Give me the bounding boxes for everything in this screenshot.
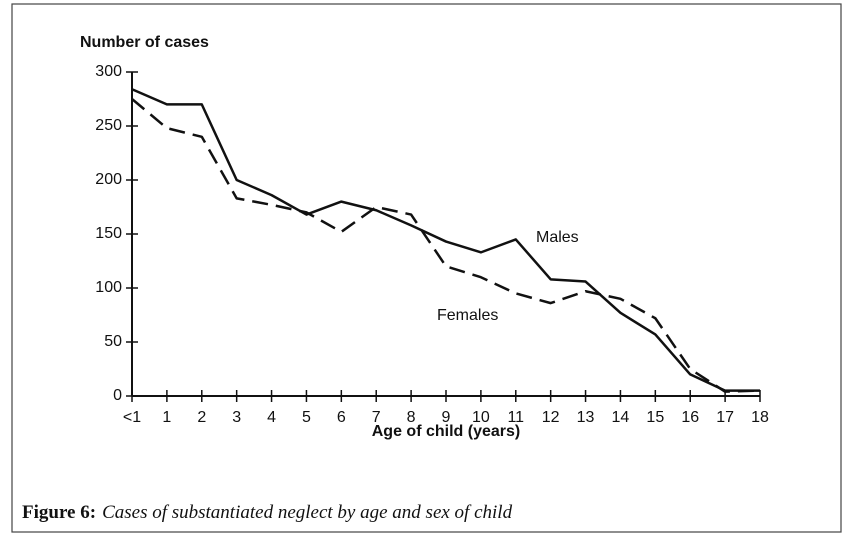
series-label: Females — [437, 307, 498, 324]
y-tick-label: 100 — [95, 279, 122, 296]
x-tick-label: 8 — [407, 409, 416, 426]
x-tick-label: 17 — [716, 409, 734, 426]
y-tick-label: 50 — [104, 333, 122, 350]
data-line — [131, 88, 760, 392]
x-tick-label: 6 — [337, 409, 346, 426]
x-tick-label: 12 — [542, 409, 560, 426]
y-axis-title: Number of cases — [80, 34, 209, 51]
x-tick-label: 13 — [577, 409, 595, 426]
x-tick-label: 16 — [681, 409, 699, 426]
y-tick-label: 0 — [113, 387, 122, 404]
x-tick-label: 2 — [197, 409, 206, 426]
x-tick-label: 5 — [302, 409, 311, 426]
x-tick-label: 14 — [612, 409, 630, 426]
caption-label: Figure 6: — [22, 502, 96, 523]
x-tick-label: 1 — [162, 409, 171, 426]
data-line — [131, 98, 761, 393]
x-tick-label: 7 — [372, 409, 381, 426]
x-axis-title: Age of child (years) — [372, 423, 520, 440]
x-tick-label: 15 — [646, 409, 664, 426]
y-tick-label: 250 — [95, 117, 122, 134]
x-tick-label: 10 — [472, 409, 490, 426]
x-tick-label: 11 — [507, 409, 524, 426]
y-tick-label: 150 — [95, 225, 122, 242]
x-tick-label: <1 — [123, 409, 141, 426]
y-tick-label: 300 — [95, 63, 122, 80]
x-tick-label: 9 — [442, 409, 451, 426]
caption-text: Cases of substantiated neglect by age an… — [102, 502, 513, 523]
x-tick-label: 3 — [232, 409, 241, 426]
series-label: Males — [536, 229, 579, 246]
x-tick-label: 4 — [267, 409, 276, 426]
y-tick-label: 200 — [95, 171, 122, 188]
frame — [11, 3, 842, 533]
x-tick-label: 18 — [751, 409, 769, 426]
caption: Figure 6: Cases of substantiated neglect … — [22, 502, 513, 523]
